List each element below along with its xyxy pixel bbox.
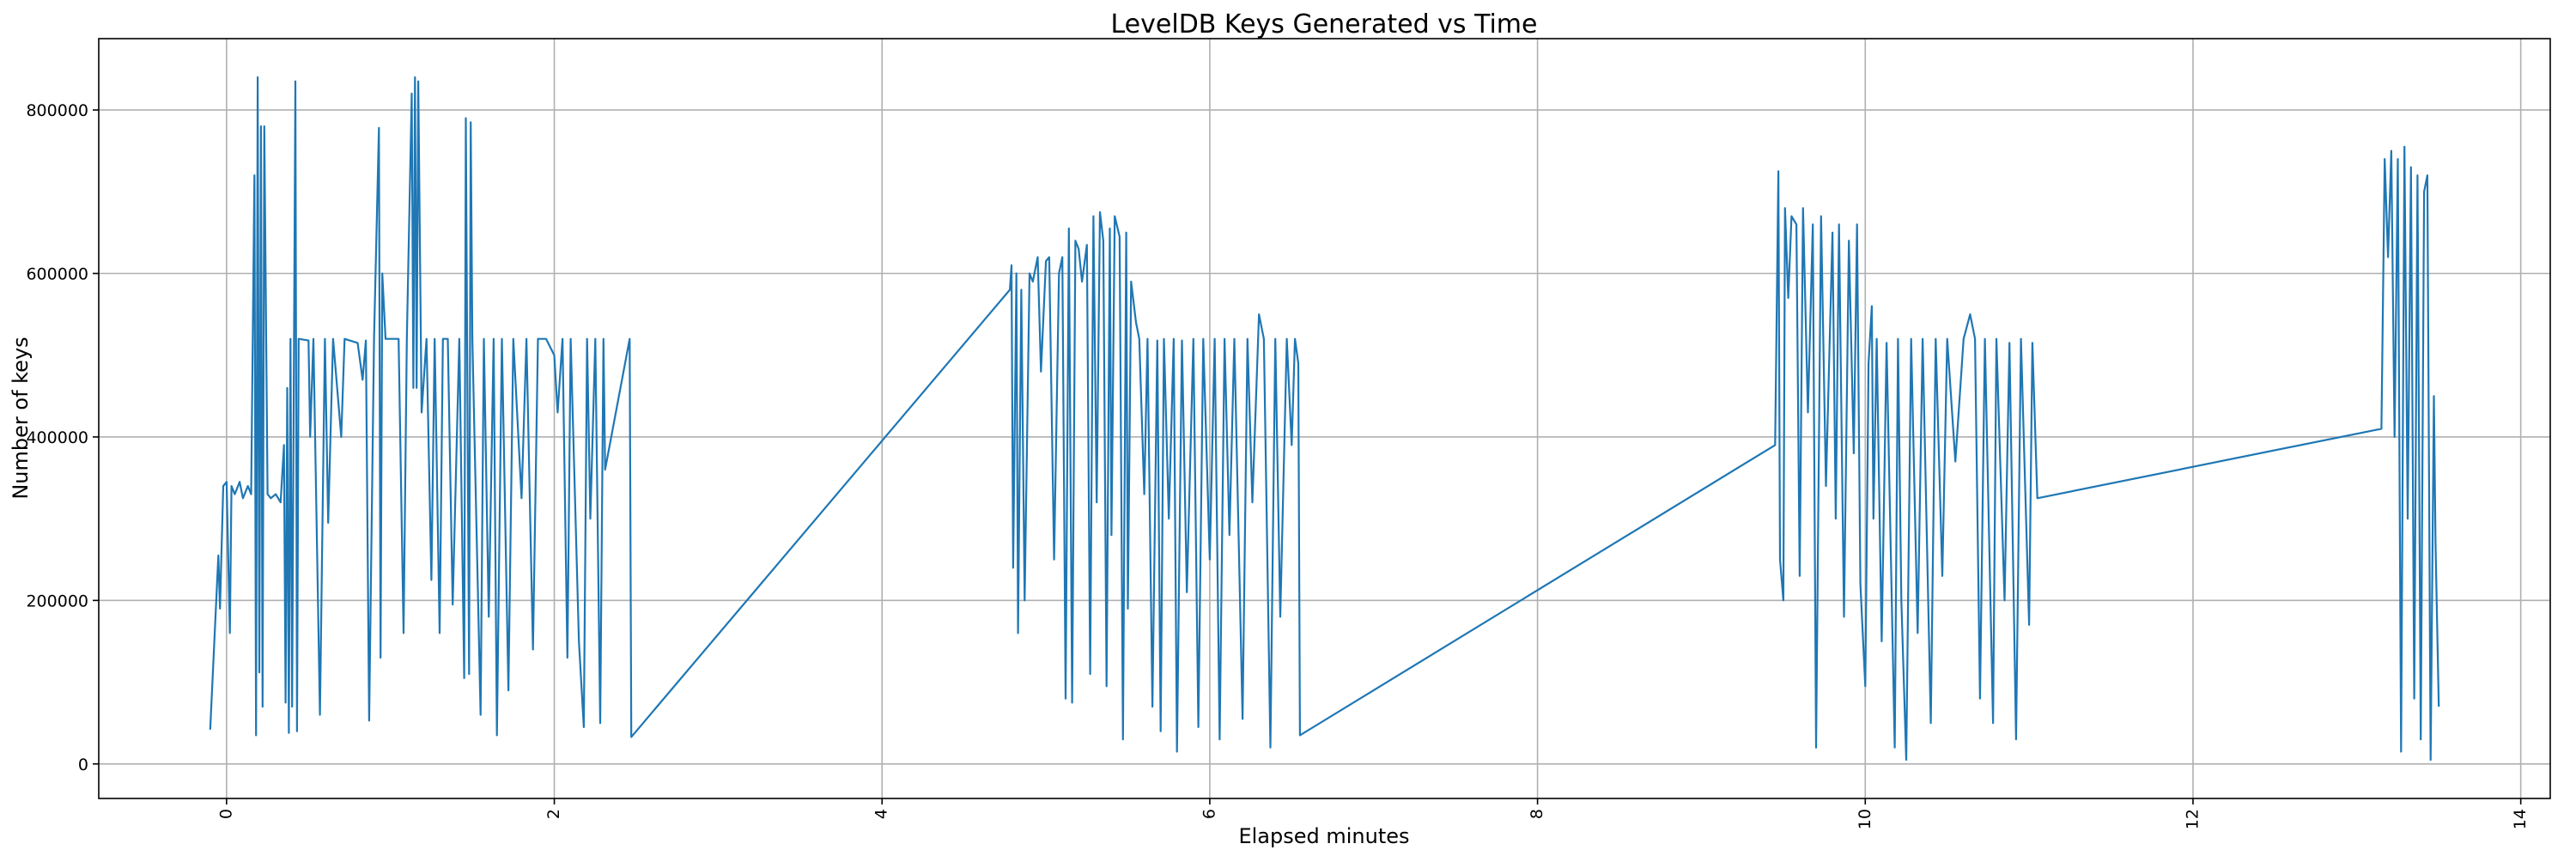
x-tick-label: 14 (2511, 809, 2530, 829)
y-tick-label: 200000 (26, 592, 88, 610)
x-tick-label: 4 (872, 809, 891, 819)
y-axis-label: Number of keys (9, 337, 33, 499)
x-axis-label: Elapsed minutes (1238, 824, 1409, 848)
x-tick-label: 2 (544, 809, 563, 819)
chart-title: LevelDB Keys Generated vs Time (1111, 9, 1538, 39)
x-tick-label: 12 (2183, 809, 2202, 829)
y-tick-label: 400000 (26, 428, 88, 447)
y-tick-label: 800000 (26, 101, 88, 120)
x-tick-label: 8 (1528, 809, 1546, 819)
x-tick-label: 0 (216, 809, 235, 819)
y-tick-label: 0 (78, 756, 88, 774)
x-tick-label: 10 (1856, 809, 1874, 829)
x-tick-label: 6 (1200, 809, 1218, 819)
y-tick-label: 600000 (26, 264, 88, 283)
